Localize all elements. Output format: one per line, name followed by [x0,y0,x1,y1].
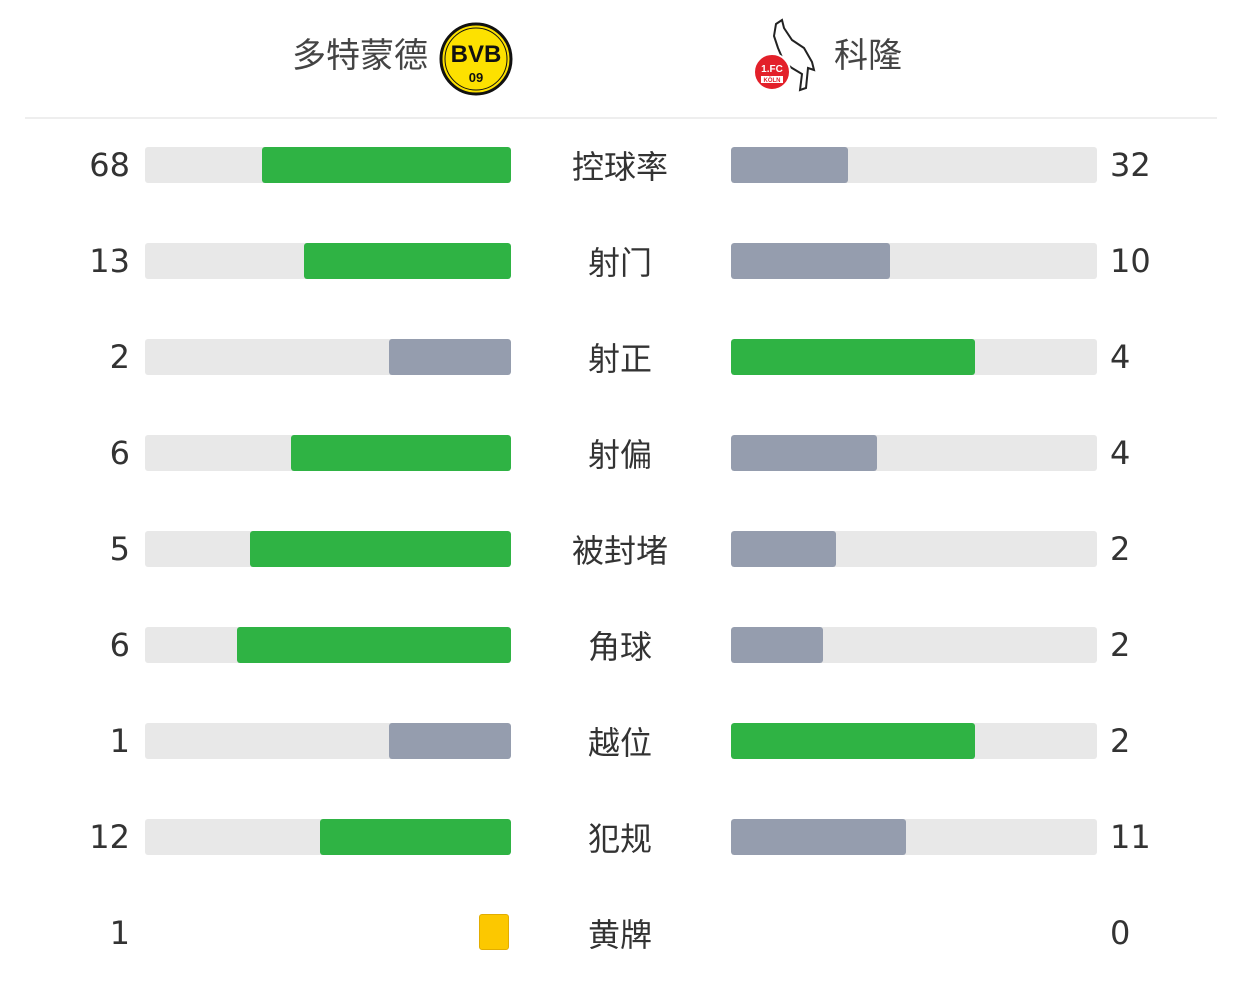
home-bar-fill [249,531,511,567]
away-value: 10 [1110,242,1151,280]
away-bar-fill [731,723,975,759]
home-bar-fill [320,819,511,855]
match-header: 多特蒙德 BVB 09 1.FC KÖLN 科隆 [0,0,1240,118]
away-value: 32 [1110,146,1151,184]
away-value: 4 [1110,434,1131,472]
stat-label: 射门 [587,244,652,282]
stat-label: 控球率 [571,148,668,186]
home-bar-fill [236,627,511,663]
home-bar-fill [389,339,511,375]
home-value: 6 [109,434,130,472]
home-value: 5 [109,530,130,568]
home-bar-fill [304,243,511,279]
svg-text:09: 09 [469,70,483,85]
away-bar-track [731,147,1097,183]
stat-row: 5 被封堵 2 [0,529,1240,570]
away-bar-fill [731,531,836,567]
home-bar-track [145,339,511,375]
stat-row: 13 射门 10 [0,241,1240,282]
koln-logo-icon: 1.FC KÖLN [753,18,816,92]
bvb-logo-icon: BVB 09 [439,22,513,96]
away-team-name: 科隆 [834,36,902,76]
home-value: 2 [109,338,130,376]
stat-row: 1 黄牌 0 [0,913,1240,954]
stat-label: 被封堵 [571,532,668,570]
away-bar-track [731,723,1097,759]
away-value: 2 [1110,626,1131,664]
home-bar-track [145,243,511,279]
stat-label: 犯规 [587,820,652,858]
stat-row: 2 射正 4 [0,337,1240,378]
home-team-name: 多特蒙德 [292,36,428,76]
stat-row: 6 射偏 4 [0,433,1240,474]
home-bar-track [145,435,511,471]
home-bar-track [145,531,511,567]
away-bar-track [731,339,1097,375]
away-bar-fill [731,147,849,183]
svg-text:1.FC: 1.FC [761,64,783,75]
stat-row: 1 越位 2 [0,721,1240,762]
svg-text:KÖLN: KÖLN [764,77,781,84]
stat-label: 角球 [587,628,652,666]
stat-label: 越位 [587,724,652,762]
away-bar-track [731,627,1097,663]
stat-row: 6 角球 2 [0,625,1240,666]
away-bar-track [731,819,1097,855]
home-bar-track [145,147,511,183]
away-bar-track [731,435,1097,471]
yellow-card-icon [479,914,509,950]
home-value: 6 [109,626,130,664]
away-bar-fill [731,435,878,471]
header-divider [25,117,1217,119]
away-bar-fill [731,243,891,279]
stat-row: 12 犯规 11 [0,817,1240,858]
home-bar-track [145,723,511,759]
stat-label: 黄牌 [587,916,652,954]
home-value: 68 [89,146,130,184]
away-bar-track [731,243,1097,279]
home-bar-track [145,627,511,663]
stat-label: 射偏 [587,436,652,474]
away-bar-track [731,531,1097,567]
home-value: 1 [109,722,130,760]
home-value: 13 [89,242,130,280]
away-value: 2 [1110,722,1131,760]
away-value: 11 [1110,818,1151,856]
home-bar-fill [389,723,511,759]
home-bar-fill [262,147,511,183]
home-bar-track [145,819,511,855]
away-value: 2 [1110,530,1131,568]
home-bar-fill [291,435,511,471]
stat-row: 68 控球率 32 [0,145,1240,186]
away-bar-fill [731,627,823,663]
home-value: 12 [89,818,130,856]
away-value: 0 [1110,914,1131,952]
stat-label: 射正 [587,340,652,378]
svg-text:BVB: BVB [451,41,502,68]
away-bar-fill [731,819,907,855]
away-value: 4 [1110,338,1131,376]
home-value: 1 [109,914,130,952]
away-bar-fill [731,339,975,375]
